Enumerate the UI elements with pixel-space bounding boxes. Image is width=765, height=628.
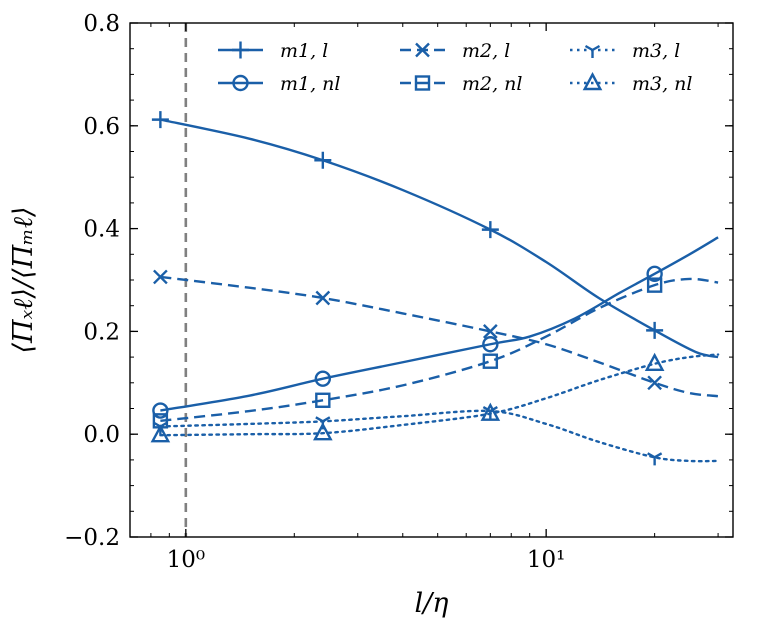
plot-area (150, 23, 720, 537)
data-point-triangle (150, 424, 171, 443)
legend-label: m2, nl (462, 73, 523, 95)
legend: m1, l m1, nl m2, l m2, nl m3, l m3, nl (218, 40, 693, 95)
y-tick-label: 0.8 (83, 11, 120, 37)
y-tick-label: 0.4 (83, 217, 120, 243)
y-tick-label: 0.0 (83, 422, 120, 448)
x-tick-label: 10¹ (527, 547, 566, 573)
data-point-square (646, 277, 663, 293)
series-line-4 (160, 277, 719, 423)
series-line-2 (160, 236, 719, 412)
legend-marker (584, 44, 601, 58)
data-point-plus (646, 321, 664, 339)
data-point-tri-down (482, 406, 498, 420)
axis-ticks (129, 22, 733, 538)
legend-marker (232, 41, 249, 59)
data-point-plus (481, 221, 499, 239)
data-point-circle (152, 402, 169, 419)
legend-label: m2, l (462, 40, 510, 62)
x-axis-label: l/η (415, 588, 449, 619)
series-markers (150, 111, 665, 466)
legend-marker (582, 71, 603, 91)
data-point-square (315, 392, 331, 408)
y-tick-label: 0.2 (83, 319, 120, 345)
data-point-x (153, 269, 168, 285)
data-point-circle (646, 265, 663, 283)
data-point-x (647, 375, 662, 391)
data-point-triangle (480, 402, 501, 421)
series-line-3 (160, 275, 719, 398)
data-point-square (482, 353, 499, 369)
y-tick-label: −0.2 (64, 525, 120, 551)
data-point-plus (314, 151, 332, 169)
legend-label: m3, l (632, 40, 680, 62)
data-point-circle (482, 336, 499, 353)
legend-label: m1, nl (280, 73, 341, 95)
legend-marker (415, 42, 430, 58)
legend-label: m3, nl (632, 73, 693, 95)
legend-label: m1, l (280, 40, 328, 62)
data-point-circle (314, 370, 332, 387)
y-axis-label: ⟨Πₓℓ⟩/⟨Πₘℓ⟩ (8, 207, 39, 354)
data-point-triangle (313, 422, 333, 441)
series-line-1 (160, 118, 719, 359)
legend-marker (414, 75, 431, 91)
data-point-triangle (644, 352, 665, 371)
data-point-plus (151, 111, 169, 129)
series-curves (159, 118, 720, 463)
data-point-tri-down (647, 452, 663, 466)
data-point-x (482, 324, 498, 339)
data-point-x (315, 290, 331, 306)
series-line-5 (159, 409, 720, 463)
tick-labels: −0.2 0.0 0.2 0.4 0.6 0.8 10⁰ 10¹ (64, 11, 565, 573)
y-tick-label: 0.6 (83, 114, 120, 140)
legend-marker (232, 74, 249, 92)
series-line-6 (159, 353, 720, 437)
x-tick-label: 10⁰ (167, 547, 206, 573)
